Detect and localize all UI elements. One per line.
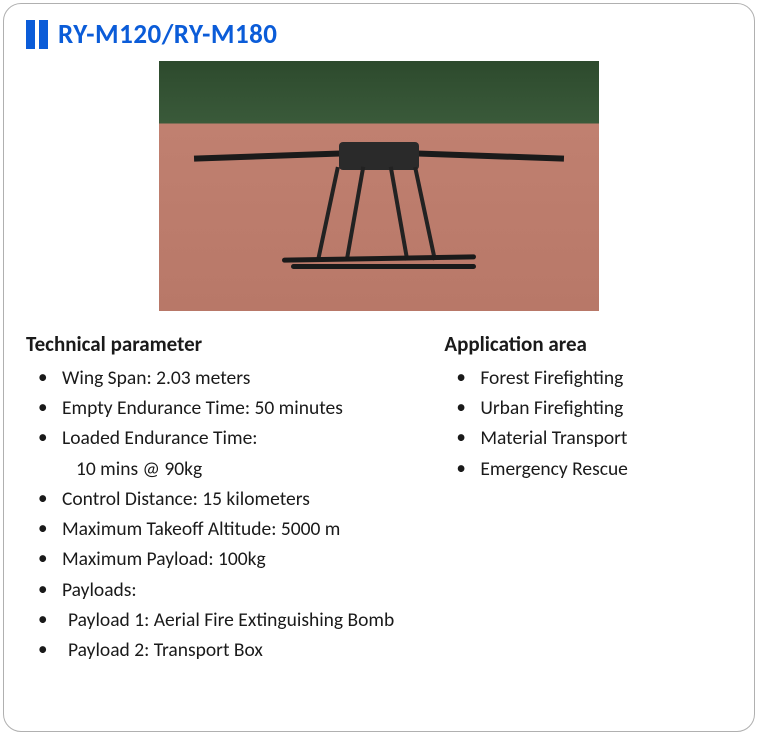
drone-leg-icon [413, 167, 437, 261]
drone-arm-icon [194, 150, 344, 161]
list-item: 10 mins @ 90kg [32, 454, 414, 484]
content-columns: Technical parameter Wing Span: 2.03 mete… [26, 331, 732, 665]
accent-bar [39, 20, 48, 49]
title-row: RY-M120/RY-M180 [26, 18, 732, 51]
list-item: Forest Firefighting [450, 363, 732, 393]
list-item: Payloads: [32, 575, 414, 605]
application-column: Application area Forest FirefightingUrba… [444, 331, 732, 665]
list-item: Urban Firefighting [450, 393, 732, 423]
application-heading: Application area [444, 331, 732, 357]
application-list: Forest FirefightingUrban FirefightingMat… [444, 363, 732, 484]
technical-column: Technical parameter Wing Span: 2.03 mete… [26, 331, 414, 665]
list-item: Payload 1: Aerial Fire Extinguishing Bom… [32, 605, 414, 635]
list-item: Empty Endurance Time: 50 minutes [32, 393, 414, 423]
list-item: Loaded Endurance Time: [32, 423, 414, 453]
drone-leg-icon [316, 167, 340, 261]
technical-heading: Technical parameter [26, 331, 414, 357]
list-item: Payload 2: Transport Box [32, 635, 414, 665]
product-card: RY-M120/RY-M180 Technical parameter Wing… [3, 3, 755, 732]
drone-body-icon [339, 142, 419, 170]
drone-skid-icon [282, 254, 476, 262]
drone-leg-icon [344, 166, 364, 260]
list-item: Material Transport [450, 423, 732, 453]
product-image-wrap [26, 61, 732, 316]
product-title: RY-M120/RY-M180 [58, 18, 278, 51]
list-item: Wing Span: 2.03 meters [32, 363, 414, 393]
drone-arm-icon [414, 150, 564, 161]
list-item: Emergency Rescue [450, 454, 732, 484]
technical-list: Wing Span: 2.03 metersEmpty Endurance Ti… [26, 363, 414, 665]
accent-bar [26, 20, 35, 49]
list-item: Maximum Takeoff Altitude: 5000 m [32, 514, 414, 544]
accent-bars-icon [26, 20, 48, 49]
list-item: Maximum Payload: 100kg [32, 544, 414, 574]
list-item: Control Distance: 15 kilometers [32, 484, 414, 514]
product-image [159, 61, 599, 311]
drone-leg-icon [388, 166, 408, 260]
drone-skid-icon [291, 264, 476, 269]
